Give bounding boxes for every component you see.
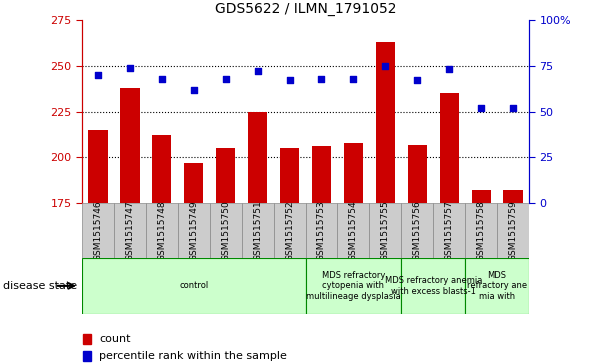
Text: GSM1515751: GSM1515751 [253,200,262,261]
Bar [471,191,491,363]
Bar [312,146,331,363]
Text: MDS refractory anemia
with excess blasts-1: MDS refractory anemia with excess blasts… [384,276,482,295]
Bar [337,203,370,258]
Point [93,72,103,78]
Point [285,78,294,83]
Bar [82,258,305,314]
Bar [83,334,91,344]
Bar [274,203,306,258]
Bar [305,203,337,258]
Bar [465,258,529,314]
Point [125,65,135,70]
Text: percentile rank within the sample: percentile rank within the sample [99,351,287,361]
Point [508,105,518,111]
Text: GDS5622 / ILMN_1791052: GDS5622 / ILMN_1791052 [215,2,396,16]
Point [412,78,422,83]
Bar [184,163,203,363]
Bar [497,203,529,258]
Bar [401,203,433,258]
Bar [146,203,178,258]
Text: GSM1515753: GSM1515753 [317,200,326,261]
Bar [280,148,299,363]
Bar [401,258,465,314]
Bar [344,143,363,363]
Text: GSM1515758: GSM1515758 [477,200,486,261]
Text: GSM1515750: GSM1515750 [221,200,230,261]
Bar [89,130,108,363]
Bar [152,135,171,363]
Text: count: count [99,334,131,344]
Text: GSM1515752: GSM1515752 [285,200,294,261]
Bar [120,88,139,363]
Text: MDS refractory
cytopenia with
multilineage dysplasia: MDS refractory cytopenia with multilinea… [306,271,401,301]
Bar [114,203,146,258]
Text: MDS
refractory ane
mia with: MDS refractory ane mia with [467,271,527,301]
Bar [83,351,91,361]
Text: GSM1515754: GSM1515754 [349,200,358,261]
Bar [503,191,523,363]
Point [444,66,454,72]
Text: GSM1515747: GSM1515747 [125,200,134,261]
Bar [376,42,395,363]
Point [317,76,326,82]
Point [189,87,199,93]
Bar [465,203,497,258]
Bar [370,203,401,258]
Bar [216,148,235,363]
Text: GSM1515746: GSM1515746 [94,200,103,261]
Bar [407,144,427,363]
Point [381,63,390,69]
Point [476,105,486,111]
Text: GSM1515755: GSM1515755 [381,200,390,261]
Bar [433,203,465,258]
Point [253,68,263,74]
Bar [241,203,274,258]
Text: GSM1515757: GSM1515757 [444,200,454,261]
Bar [248,111,268,363]
Bar [210,203,241,258]
Text: disease state: disease state [3,281,77,291]
Text: GSM1515749: GSM1515749 [189,200,198,261]
Point [221,76,230,82]
Text: GSM1515748: GSM1515748 [157,200,167,261]
Point [348,76,358,82]
Text: GSM1515756: GSM1515756 [413,200,422,261]
Point [157,76,167,82]
Text: control: control [179,281,209,290]
Bar [440,93,458,363]
Text: GSM1515759: GSM1515759 [508,200,517,261]
Bar [305,258,401,314]
Bar [178,203,210,258]
Bar [82,203,114,258]
